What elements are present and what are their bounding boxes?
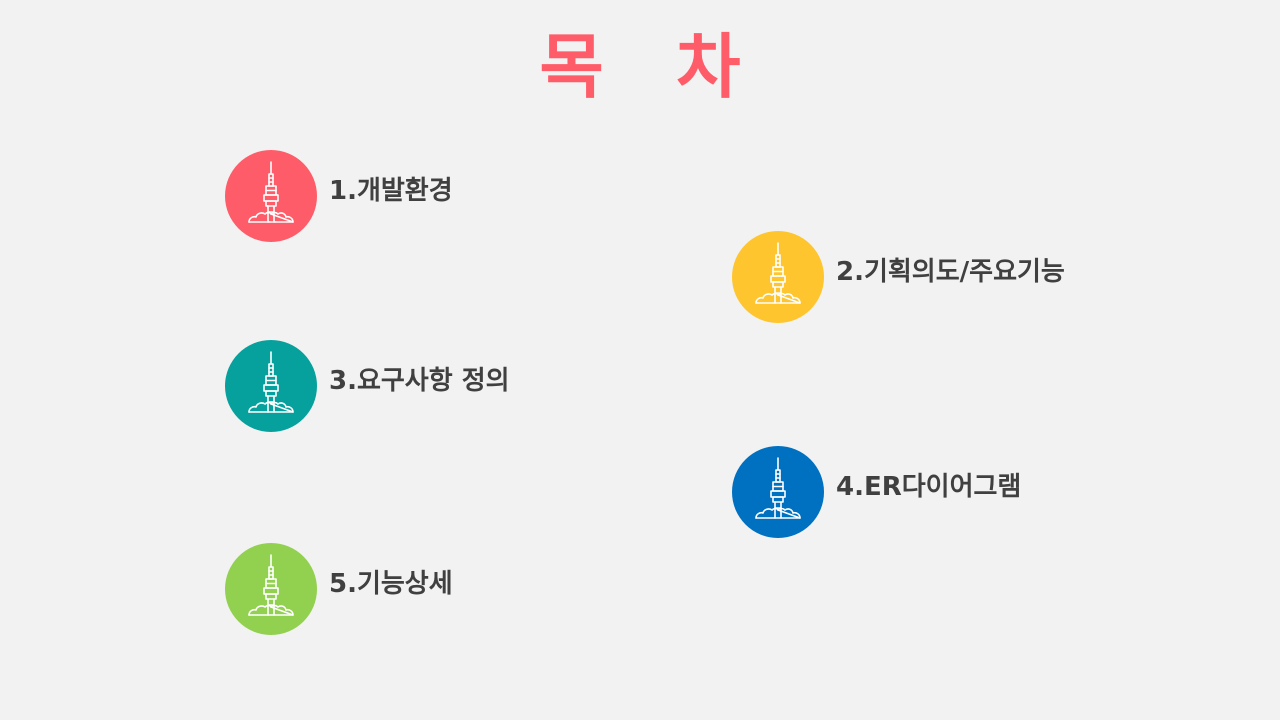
- toc-item-3: 3.요구사항 정의: [225, 340, 510, 432]
- toc-badge-3: [225, 340, 317, 432]
- page-title: 목 차: [539, 26, 765, 108]
- tower-icon: [241, 160, 301, 232]
- toc-item-1: 1.개발환경: [225, 150, 453, 242]
- toc-label-4: 4.ER다이어그램: [836, 471, 1022, 502]
- tower-icon: [241, 350, 301, 422]
- toc-item-4: 4.ER다이어그램: [732, 446, 1021, 538]
- tower-icon: [748, 241, 808, 313]
- toc-label-5: 5.기능상세: [329, 568, 453, 599]
- toc-badge-2: [732, 231, 824, 323]
- toc-item-5: 5.기능상세: [225, 543, 453, 635]
- toc-label-3: 3.요구사항 정의: [329, 365, 510, 396]
- toc-badge-4: [732, 446, 824, 538]
- toc-badge-5: [225, 543, 317, 635]
- toc-item-2: 2.기획의도/주요기능: [732, 231, 1065, 323]
- tower-icon: [241, 553, 301, 625]
- tower-icon: [748, 456, 808, 528]
- toc-label-2: 2.기획의도/주요기능: [836, 256, 1065, 287]
- toc-badge-1: [225, 150, 317, 242]
- toc-label-1: 1.개발환경: [329, 175, 453, 206]
